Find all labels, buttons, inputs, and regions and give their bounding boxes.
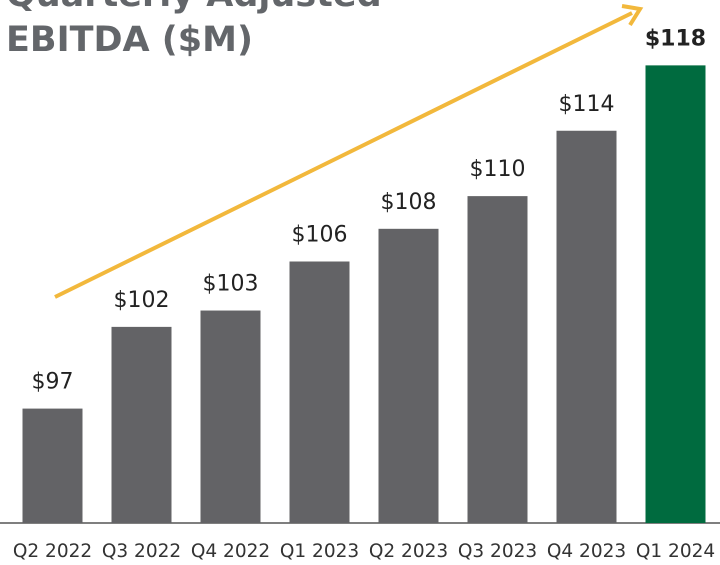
value-label: $106 [292,223,348,248]
bar [22,408,83,523]
bar [556,130,617,523]
value-label: $97 [32,370,74,395]
trend-arrow-head [621,4,644,27]
value-label: $108 [381,190,437,215]
chart-title: Quarterly Adjusted EBITDA ($M) [6,0,382,60]
x-tick-label: Q4 2022 [191,541,270,562]
value-label: $114 [559,92,615,117]
x-tick-label: Q1 2023 [280,541,359,562]
x-tick-label: Q2 2023 [369,541,448,562]
x-tick-label: Q2 2022 [13,541,92,562]
bar [289,261,350,523]
bar [645,65,706,523]
x-tick-label: Q3 2023 [458,541,537,562]
bar [200,310,261,523]
bar [111,326,172,523]
bar [378,228,439,523]
x-tick-label: Q3 2022 [102,541,181,562]
trend-arrow-line [54,11,633,299]
trend-arrow [54,4,644,299]
x-tick-label: Q4 2023 [547,541,626,562]
x-tick-label: Q1 2024 [636,541,715,562]
value-label: $102 [114,288,170,313]
value-label: $118 [645,26,706,51]
value-label: $103 [203,272,259,297]
bar [467,196,528,523]
value-label: $110 [470,157,526,182]
